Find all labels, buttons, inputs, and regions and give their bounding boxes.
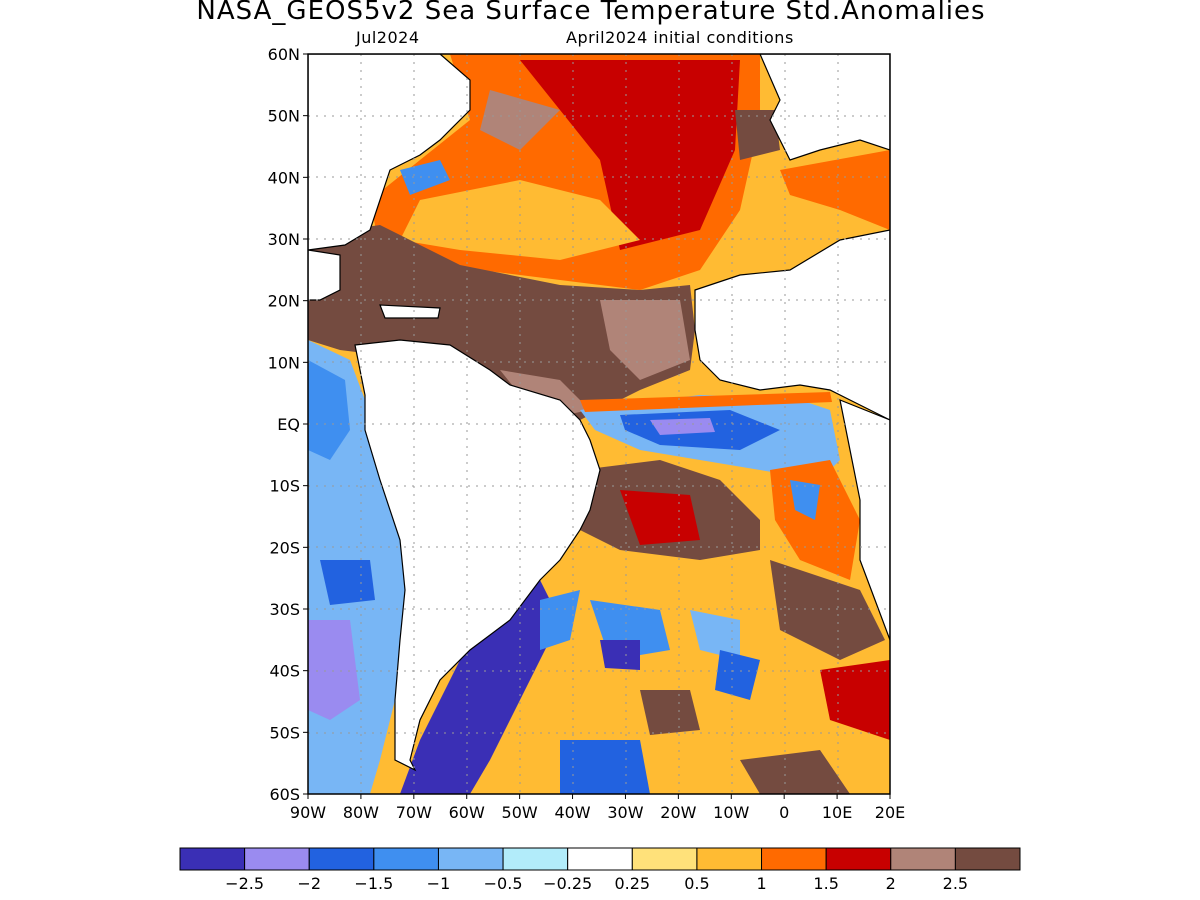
lon-tick-label: 40W bbox=[554, 803, 590, 822]
very-warm-patch-south bbox=[640, 690, 700, 735]
colorbar-swatch bbox=[244, 847, 310, 871]
lon-tick-label: 50W bbox=[502, 803, 538, 822]
colorbar-label: 1 bbox=[756, 874, 766, 893]
lon-tick-label: 70W bbox=[396, 803, 432, 822]
lon-tick-label: 20E bbox=[875, 803, 905, 822]
mexico-landmass bbox=[308, 249, 341, 301]
very-warm-patch-benguela bbox=[770, 560, 885, 660]
colorbar-label: 0.5 bbox=[684, 874, 709, 893]
warm-patch-cape-verde bbox=[600, 300, 690, 380]
latitude-axis: 60N 50N 40N 30N 20N 10N EQ 10S 20S 30S 40S 50S 60S bbox=[268, 45, 308, 804]
colorbar-swatch bbox=[631, 847, 698, 871]
cold-patch-south-atlantic-2 bbox=[690, 610, 740, 660]
lon-tick-label: 80W bbox=[343, 803, 379, 822]
lat-tick-label: 10S bbox=[269, 477, 300, 496]
colorbar-label: −0.5 bbox=[484, 874, 523, 893]
longitude-axis: 90W 80W 70W 60W 50W 40W 30W 20W 10W 0 10E 20E bbox=[290, 794, 905, 822]
lon-tick-label: 10W bbox=[713, 803, 749, 822]
lat-tick-label: 50N bbox=[268, 107, 300, 126]
lon-tick-label: 20W bbox=[660, 803, 696, 822]
grid-lines bbox=[308, 54, 890, 794]
europe-landmass bbox=[759, 54, 890, 161]
warm-field-mediterranean bbox=[780, 150, 890, 230]
forecast-month: Jul2024 bbox=[356, 28, 420, 47]
moderate-field-gulf-stream bbox=[400, 180, 640, 260]
colorbar-swatch bbox=[567, 847, 633, 871]
lat-tick-label: 60S bbox=[269, 785, 300, 804]
lon-tick-label: 10E bbox=[822, 803, 852, 822]
land-masses bbox=[308, 54, 890, 772]
africa-south-landmass bbox=[839, 399, 890, 641]
lat-tick-label: 60N bbox=[268, 45, 300, 64]
colorbar-swatch bbox=[761, 847, 827, 871]
caribbean-islands bbox=[379, 304, 441, 319]
colorbar-label: 0.25 bbox=[614, 874, 650, 893]
colorbar-swatch bbox=[890, 847, 956, 871]
north-america-landmass bbox=[308, 54, 471, 251]
lat-tick-label: 20S bbox=[269, 538, 300, 557]
very-warm-field-tropical-north-atlantic bbox=[308, 225, 695, 420]
map-title: NASA_GEOS5v2 Sea Surface Temperature Std… bbox=[196, 0, 986, 26]
lat-tick-label: 40S bbox=[269, 662, 300, 681]
colorbar: −2.5 −2 −1.5 −1 −0.5 −0.25 0.25 0.5 1 1.5 2 2.5 bbox=[179, 847, 1021, 893]
cold-patch-pacific-north bbox=[308, 360, 350, 460]
very-cold-patch-south-atlantic bbox=[600, 640, 640, 670]
lat-tick-label: 50S bbox=[269, 723, 300, 742]
colorbar-swatch bbox=[954, 847, 1021, 871]
colorbar-label: 2.5 bbox=[943, 874, 968, 893]
cold-patch-angola bbox=[790, 480, 820, 520]
colorbar-swatch bbox=[502, 847, 569, 871]
cold-tongue-center bbox=[650, 418, 715, 435]
colorbar-label: −0.25 bbox=[543, 874, 592, 893]
colorbar-label: −2 bbox=[297, 874, 321, 893]
cold-patch-pacific-mid bbox=[320, 560, 375, 605]
initial-conditions-label: April2024 initial conditions bbox=[566, 28, 794, 47]
very-cold-field-argentine-shelf bbox=[400, 580, 560, 794]
colorbar-label: −2.5 bbox=[225, 874, 264, 893]
cold-patch-south-atlantic-3 bbox=[715, 650, 760, 700]
plot-area bbox=[308, 54, 890, 794]
very-warm-patch-biscay bbox=[735, 110, 780, 160]
lat-tick-label: 20N bbox=[268, 292, 300, 311]
hot-patch-southeast-tropical bbox=[620, 490, 700, 545]
lat-tick-label: 30N bbox=[268, 230, 300, 249]
warm-front-north bbox=[580, 392, 832, 412]
very-warm-patch-southern bbox=[740, 750, 850, 794]
lat-tick-label: EQ bbox=[277, 415, 300, 434]
very-cold-patch-pacific-south bbox=[308, 620, 360, 720]
colorbar-swatch bbox=[308, 847, 375, 871]
lon-tick-label: 0 bbox=[779, 803, 789, 822]
colorbar-swatch bbox=[179, 847, 246, 871]
cold-patch-brazil bbox=[540, 590, 580, 650]
cold-patch-gulf bbox=[400, 160, 450, 195]
colorbar-swatch bbox=[373, 847, 439, 871]
colorbar-label: 1.5 bbox=[813, 874, 838, 893]
lat-tick-label: 10N bbox=[268, 353, 300, 372]
south-america-landmass bbox=[354, 339, 601, 772]
lon-tick-label: 60W bbox=[449, 803, 485, 822]
colorbar-label: −1.5 bbox=[354, 874, 393, 893]
colorbar-label: 2 bbox=[886, 874, 896, 893]
colorbar-swatch bbox=[437, 847, 504, 871]
lon-tick-label: 30W bbox=[607, 803, 643, 822]
hot-field-north-atlantic bbox=[520, 60, 740, 250]
cold-patch-drake bbox=[560, 740, 650, 794]
colorbar-label: −1 bbox=[427, 874, 451, 893]
colorbar-swatch bbox=[696, 847, 763, 871]
africa-north-landmass bbox=[694, 229, 890, 421]
lat-tick-label: 30S bbox=[269, 600, 300, 619]
lon-tick-label: 90W bbox=[290, 803, 326, 822]
lat-tick-label: 40N bbox=[268, 168, 300, 187]
colorbar-swatch bbox=[825, 847, 892, 871]
